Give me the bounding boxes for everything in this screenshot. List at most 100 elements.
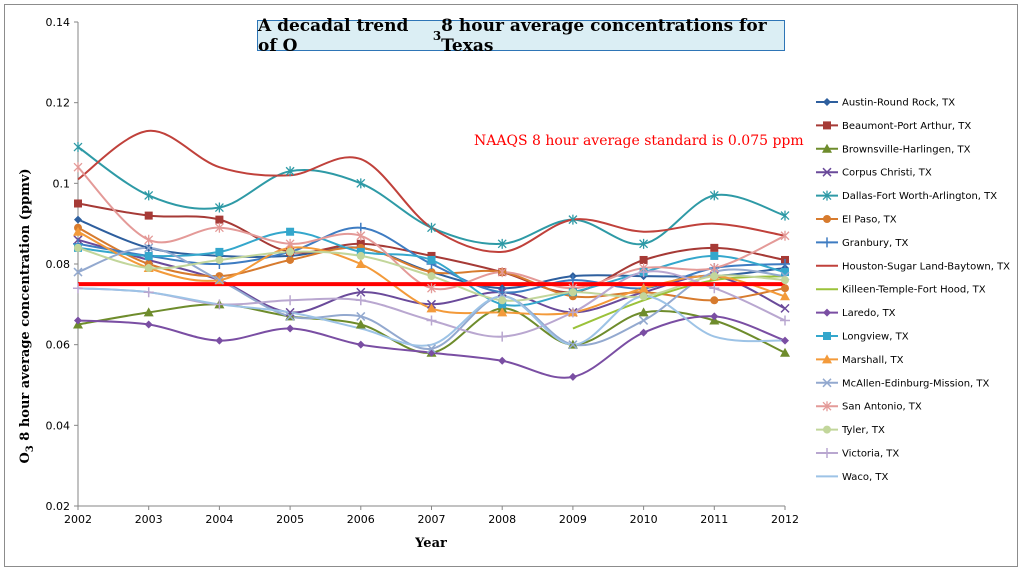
data-point-victoria-tx bbox=[73, 283, 83, 294]
data-point-marshall-tx bbox=[497, 307, 508, 317]
legend-marker-laredo-tx bbox=[823, 308, 831, 317]
data-point-tyler-tx bbox=[568, 288, 577, 297]
series-line-waco-tx bbox=[77, 287, 786, 347]
legend-label-victoria-tx: Victoria, TX bbox=[842, 449, 899, 460]
data-point-mcallen-edinburg-mission-tx bbox=[214, 275, 224, 285]
data-point-marshall-tx bbox=[355, 259, 366, 268]
data-point-victoria-tx bbox=[567, 307, 578, 318]
plot-area bbox=[74, 21, 786, 510]
x-tick-label: 2011 bbox=[700, 513, 728, 526]
data-point-beaumont-port-arthur-tx bbox=[710, 243, 719, 252]
data-point-san-antonio-tx bbox=[356, 230, 366, 241]
data-point-dallas-fort-worth-arlington-tx bbox=[709, 190, 719, 201]
x-tick-label: 2002 bbox=[64, 513, 92, 526]
data-point-beaumont-port-arthur-tx bbox=[639, 255, 648, 264]
data-point-victoria-tx bbox=[143, 287, 154, 298]
data-point-tyler-tx bbox=[639, 292, 648, 301]
data-point-marshall-tx bbox=[780, 291, 790, 301]
data-point-laredo-tx bbox=[356, 340, 365, 349]
data-point-dallas-fort-worth-arlington-tx bbox=[285, 166, 295, 177]
data-point-laredo-tx bbox=[286, 324, 295, 333]
data-point-marshall-tx bbox=[73, 226, 83, 236]
data-point-victoria-tx bbox=[426, 315, 437, 326]
data-point-mcallen-edinburg-mission-tx bbox=[639, 315, 649, 325]
data-point-laredo-tx bbox=[144, 320, 153, 329]
y-tick-label: 0.06 bbox=[46, 339, 71, 352]
series-line-laredo-tx bbox=[77, 315, 786, 379]
legend-marker-san-antonio-tx bbox=[822, 401, 832, 412]
data-point-victoria-tx bbox=[285, 295, 296, 306]
data-point-tyler-tx bbox=[286, 247, 295, 256]
legend-label-waco-tx: Waco, TX bbox=[842, 472, 888, 483]
data-point-victoria-tx bbox=[638, 267, 649, 278]
data-point-dallas-fort-worth-arlington-tx bbox=[780, 210, 790, 221]
chart-title-suffix: 8 hour average concentrations for Texas bbox=[441, 15, 767, 56]
data-point-beaumont-port-arthur-tx bbox=[74, 199, 82, 208]
legend-marker-mcallen-edinburg-mission-tx bbox=[822, 378, 832, 388]
data-point-beaumont-port-arthur-tx bbox=[215, 215, 224, 224]
data-point-victoria-tx bbox=[355, 295, 366, 306]
data-point-tyler-tx bbox=[427, 272, 436, 281]
legend-marker-victoria-tx bbox=[822, 448, 832, 458]
data-point-corpus-christi-tx bbox=[356, 287, 366, 297]
chart-title-subscript: 3 bbox=[432, 28, 442, 43]
data-point-laredo-tx bbox=[710, 312, 719, 321]
data-point-mcallen-edinburg-mission-tx bbox=[356, 311, 366, 321]
data-point-laredo-tx bbox=[498, 356, 507, 365]
data-point-beaumont-port-arthur-tx bbox=[427, 251, 436, 260]
data-point-brownsville-harlingen-tx bbox=[638, 307, 649, 317]
data-point-dallas-fort-worth-arlington-tx bbox=[214, 202, 224, 213]
y-tick-label: 0.02 bbox=[46, 500, 71, 513]
legend-marker-brownsville-harlingen-tx bbox=[822, 143, 832, 153]
data-point-tyler-tx bbox=[356, 251, 365, 260]
x-tick-label: 2004 bbox=[205, 513, 233, 526]
chart-title: A decadal trend of O 3 8 hour average con… bbox=[257, 16, 785, 56]
legend-label-austin-round-rock-tx: Austin-Round Rock, TX bbox=[842, 98, 955, 109]
data-point-brownsville-harlingen-tx bbox=[355, 319, 366, 329]
data-point-marshall-tx bbox=[638, 283, 649, 293]
data-point-corpus-christi-tx bbox=[285, 307, 295, 317]
naaqs-annotation: NAAQS 8 hour average standard is 0.075 p… bbox=[474, 133, 804, 149]
legend-label-longview-tx: Longview, TX bbox=[842, 332, 909, 343]
data-point-dallas-fort-worth-arlington-tx bbox=[568, 214, 578, 225]
data-point-mcallen-edinburg-mission-tx bbox=[144, 243, 154, 253]
legend-label-laredo-tx: Laredo, TX bbox=[842, 308, 896, 319]
legend-marker-corpus-christi-tx bbox=[822, 167, 832, 177]
x-axis-label: Year bbox=[415, 536, 447, 551]
data-point-san-antonio-tx bbox=[780, 230, 790, 241]
data-point-dallas-fort-worth-arlington-tx bbox=[497, 238, 507, 249]
legend-marker-austin-round-rock-tx bbox=[823, 98, 831, 106]
data-point-el-paso-tx bbox=[781, 284, 789, 293]
legend-label-dallas-fort-worth-arlington-tx: Dallas-Fort Worth-Arlington, TX bbox=[842, 191, 997, 202]
data-point-longview-tx bbox=[781, 268, 789, 277]
x-tick-label: 2008 bbox=[488, 513, 516, 526]
data-point-victoria-tx bbox=[709, 283, 720, 294]
data-point-tyler-tx bbox=[781, 276, 789, 285]
data-point-san-antonio-tx bbox=[144, 234, 154, 245]
data-point-mcallen-edinburg-mission-tx bbox=[73, 267, 83, 277]
data-point-granbury-tx bbox=[780, 259, 790, 269]
data-point-victoria-tx bbox=[497, 331, 508, 342]
data-point-dallas-fort-worth-arlington-tx bbox=[73, 142, 83, 153]
y-tick-label: 0.08 bbox=[46, 258, 71, 271]
data-point-corpus-christi-tx bbox=[780, 303, 790, 313]
y-axis-label-suffix: 8 hour average concentration (ppmv) bbox=[18, 168, 34, 446]
data-point-victoria-tx bbox=[214, 299, 225, 310]
data-point-san-antonio-tx bbox=[214, 222, 224, 233]
legend-label-corpus-christi-tx: Corpus Christi, TX bbox=[842, 168, 932, 179]
chart-title-prefix: A decadal trend of O bbox=[258, 15, 409, 56]
legend-marker-beaumont-port-arthur-tx bbox=[823, 121, 831, 130]
x-tick-label: 2012 bbox=[771, 513, 799, 526]
data-point-san-antonio-tx bbox=[285, 238, 295, 249]
data-point-laredo-tx bbox=[781, 336, 789, 345]
data-point-beaumont-port-arthur-tx bbox=[356, 239, 365, 248]
data-point-tyler-tx bbox=[144, 264, 153, 273]
data-point-longview-tx bbox=[710, 251, 719, 260]
data-point-brownsville-harlingen-tx bbox=[143, 307, 154, 317]
data-point-austin-round-rock-tx bbox=[74, 215, 82, 224]
y-tick-label: 0.1 bbox=[53, 177, 71, 190]
data-point-dallas-fort-worth-arlington-tx bbox=[427, 222, 436, 233]
data-point-victoria-tx bbox=[780, 315, 790, 326]
data-point-laredo-tx bbox=[215, 336, 224, 345]
data-point-dallas-fort-worth-arlington-tx bbox=[356, 178, 366, 189]
